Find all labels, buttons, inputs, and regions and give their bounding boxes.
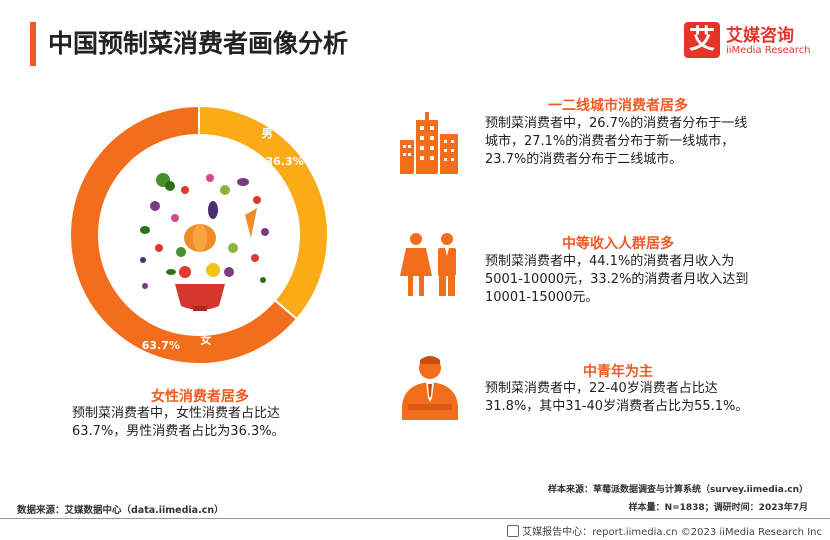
income-heading: 中等收入人群居多 <box>562 236 674 252</box>
footer-divider <box>0 518 830 519</box>
businessman-icon <box>402 356 458 420</box>
city-buildings-icon <box>400 112 458 174</box>
city-description: 预制菜消费者中，26.7%的消费者分布于一线城市，27.1%的消费者分布于新一线… <box>485 116 748 167</box>
donut-value-label-0: 36.3% <box>265 155 303 168</box>
logo-name: 艾媒咨询 <box>726 26 794 46</box>
vegetables-bowl-icon <box>140 173 269 311</box>
logo-mark-icon: 艾 <box>684 22 720 58</box>
sample-info: 样本量：N=1838；调研时间：2023年7月 <box>628 503 808 513</box>
donut-slice-1 <box>69 104 299 365</box>
gender-donut-chart: 男 36.3% 女 63.7% <box>69 104 329 365</box>
report-center-icon <box>507 525 520 537</box>
logo-english: iiMedia Research <box>726 45 811 56</box>
age-description: 预制菜消费者中，22-40岁消费者占比达31.8%，其中31-40岁消费者占比为… <box>485 381 749 414</box>
age-heading: 中青年为主 <box>583 364 653 380</box>
sample-source: 样本来源：草莓派数据调查与计算系统（survey.iimedia.cn） <box>547 485 808 495</box>
income-description: 预制菜消费者中，44.1%的消费者月收入为5001-10000元，33.2%的消… <box>485 254 749 305</box>
donut-category-label-1: 女 <box>200 332 211 346</box>
title-accent-bar <box>30 22 36 66</box>
gender-heading: 女性消费者居多 <box>151 389 249 405</box>
people-icon <box>400 233 456 296</box>
brand-logo: 艾 艾媒咨询 iiMedia Research <box>684 22 824 64</box>
data-source: 数据来源：艾媒数据中心（data.iimedia.cn） <box>17 505 224 516</box>
gender-description: 预制菜消费者中，女性消费者占比达63.7%，男性消费者占比为36.3%。 <box>72 406 285 439</box>
footer-label: 艾媒报告中心：report.iimedia.cn ©2023 iiMedia R… <box>522 527 822 538</box>
city-heading: 一二线城市消费者居多 <box>548 98 688 114</box>
donut-category-label-0: 男 <box>262 127 273 140</box>
donut-value-label-1: 63.7% <box>142 339 180 352</box>
page-title: 中国预制菜消费者画像分析 <box>48 29 349 58</box>
footer-text: 艾媒报告中心：report.iimedia.cn ©2023 iiMedia R… <box>507 523 822 538</box>
